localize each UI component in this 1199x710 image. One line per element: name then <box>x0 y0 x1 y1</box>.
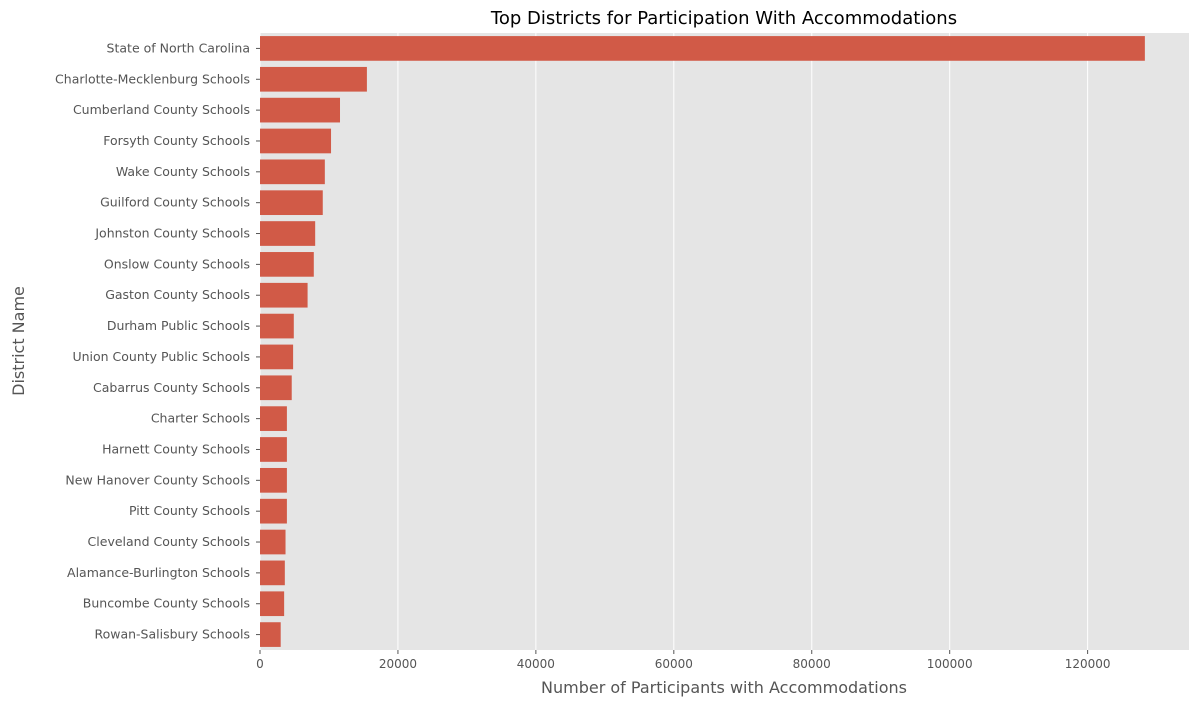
bar-18 <box>260 591 285 617</box>
bar-0 <box>260 36 1145 61</box>
y-axis-label: District Name <box>9 286 28 396</box>
x-tick-label-2: 40000 <box>517 657 555 671</box>
y-tick-label-12: Charter Schools <box>151 411 250 426</box>
x-axis-label: Number of Participants with Accommodatio… <box>541 678 907 697</box>
gridlines <box>259 33 1089 650</box>
y-tick-label-14: New Hanover County Schools <box>65 472 250 487</box>
x-tick-label-4: 80000 <box>793 657 831 671</box>
y-tick-label-8: Gaston County Schools <box>105 287 250 302</box>
y-tick-label-13: Harnett County Schools <box>102 441 250 456</box>
y-tick-label-10: Union County Public Schools <box>72 349 250 364</box>
bar-3 <box>260 128 332 154</box>
x-tick-label-1: 20000 <box>379 657 417 671</box>
bar-10 <box>260 344 294 370</box>
y-tick-label-2: Cumberland County Schools <box>73 102 250 117</box>
bar-6 <box>260 221 316 246</box>
bar-11 <box>260 375 292 401</box>
chart-title: Top Districts for Participation With Acc… <box>490 8 957 29</box>
y-tick-label-1: Charlotte-Mecklenburg Schools <box>55 71 250 86</box>
y-tick-label-18: Buncombe County Schools <box>83 596 250 611</box>
bars <box>260 36 1145 647</box>
bar-14 <box>260 467 287 493</box>
y-tick-label-15: Pitt County Schools <box>129 503 250 518</box>
bar-16 <box>260 529 286 555</box>
bar-19 <box>260 622 281 647</box>
y-tick-label-3: Forsyth County Schools <box>103 133 250 148</box>
y-tick-label-11: Cabarrus County Schools <box>93 380 250 395</box>
plot-background <box>260 33 1189 650</box>
bar-17 <box>260 560 285 586</box>
bar-4 <box>260 159 325 185</box>
bar-12 <box>260 406 287 431</box>
bar-1 <box>260 66 367 92</box>
y-tick-label-6: Johnston County Schools <box>94 226 250 241</box>
y-tick-label-16: Cleveland County Schools <box>88 534 250 549</box>
x-tick-label-0: 0 <box>256 657 264 671</box>
bar-8 <box>260 282 308 308</box>
x-tick-labels: 0 20000 40000 60000 80000 100000 120000 <box>256 650 1111 671</box>
bar-7 <box>260 252 314 277</box>
bar-13 <box>260 437 287 462</box>
y-tick-label-17: Alamance-Burlington Schools <box>67 565 250 580</box>
bar-9 <box>260 313 294 339</box>
x-tick-label-6: 120000 <box>1065 657 1111 671</box>
y-tick-label-19: Rowan-Salisbury Schools <box>94 627 250 642</box>
y-tick-label-5: Guilford County Schools <box>100 195 250 210</box>
x-tick-label-3: 60000 <box>655 657 693 671</box>
bar-5 <box>260 190 323 216</box>
bar-15 <box>260 498 287 524</box>
x-tick-label-5: 100000 <box>927 657 973 671</box>
y-tick-label-9: Durham Public Schools <box>107 318 250 333</box>
bar-2 <box>260 97 341 123</box>
y-tick-label-4: Wake County Schools <box>116 164 250 179</box>
y-tick-label-0: State of North Carolina <box>107 40 250 55</box>
y-tick-label-7: Onslow County Schools <box>104 256 250 271</box>
y-tick-labels: State of North Carolina Charlotte-Mecklen… <box>55 40 260 642</box>
